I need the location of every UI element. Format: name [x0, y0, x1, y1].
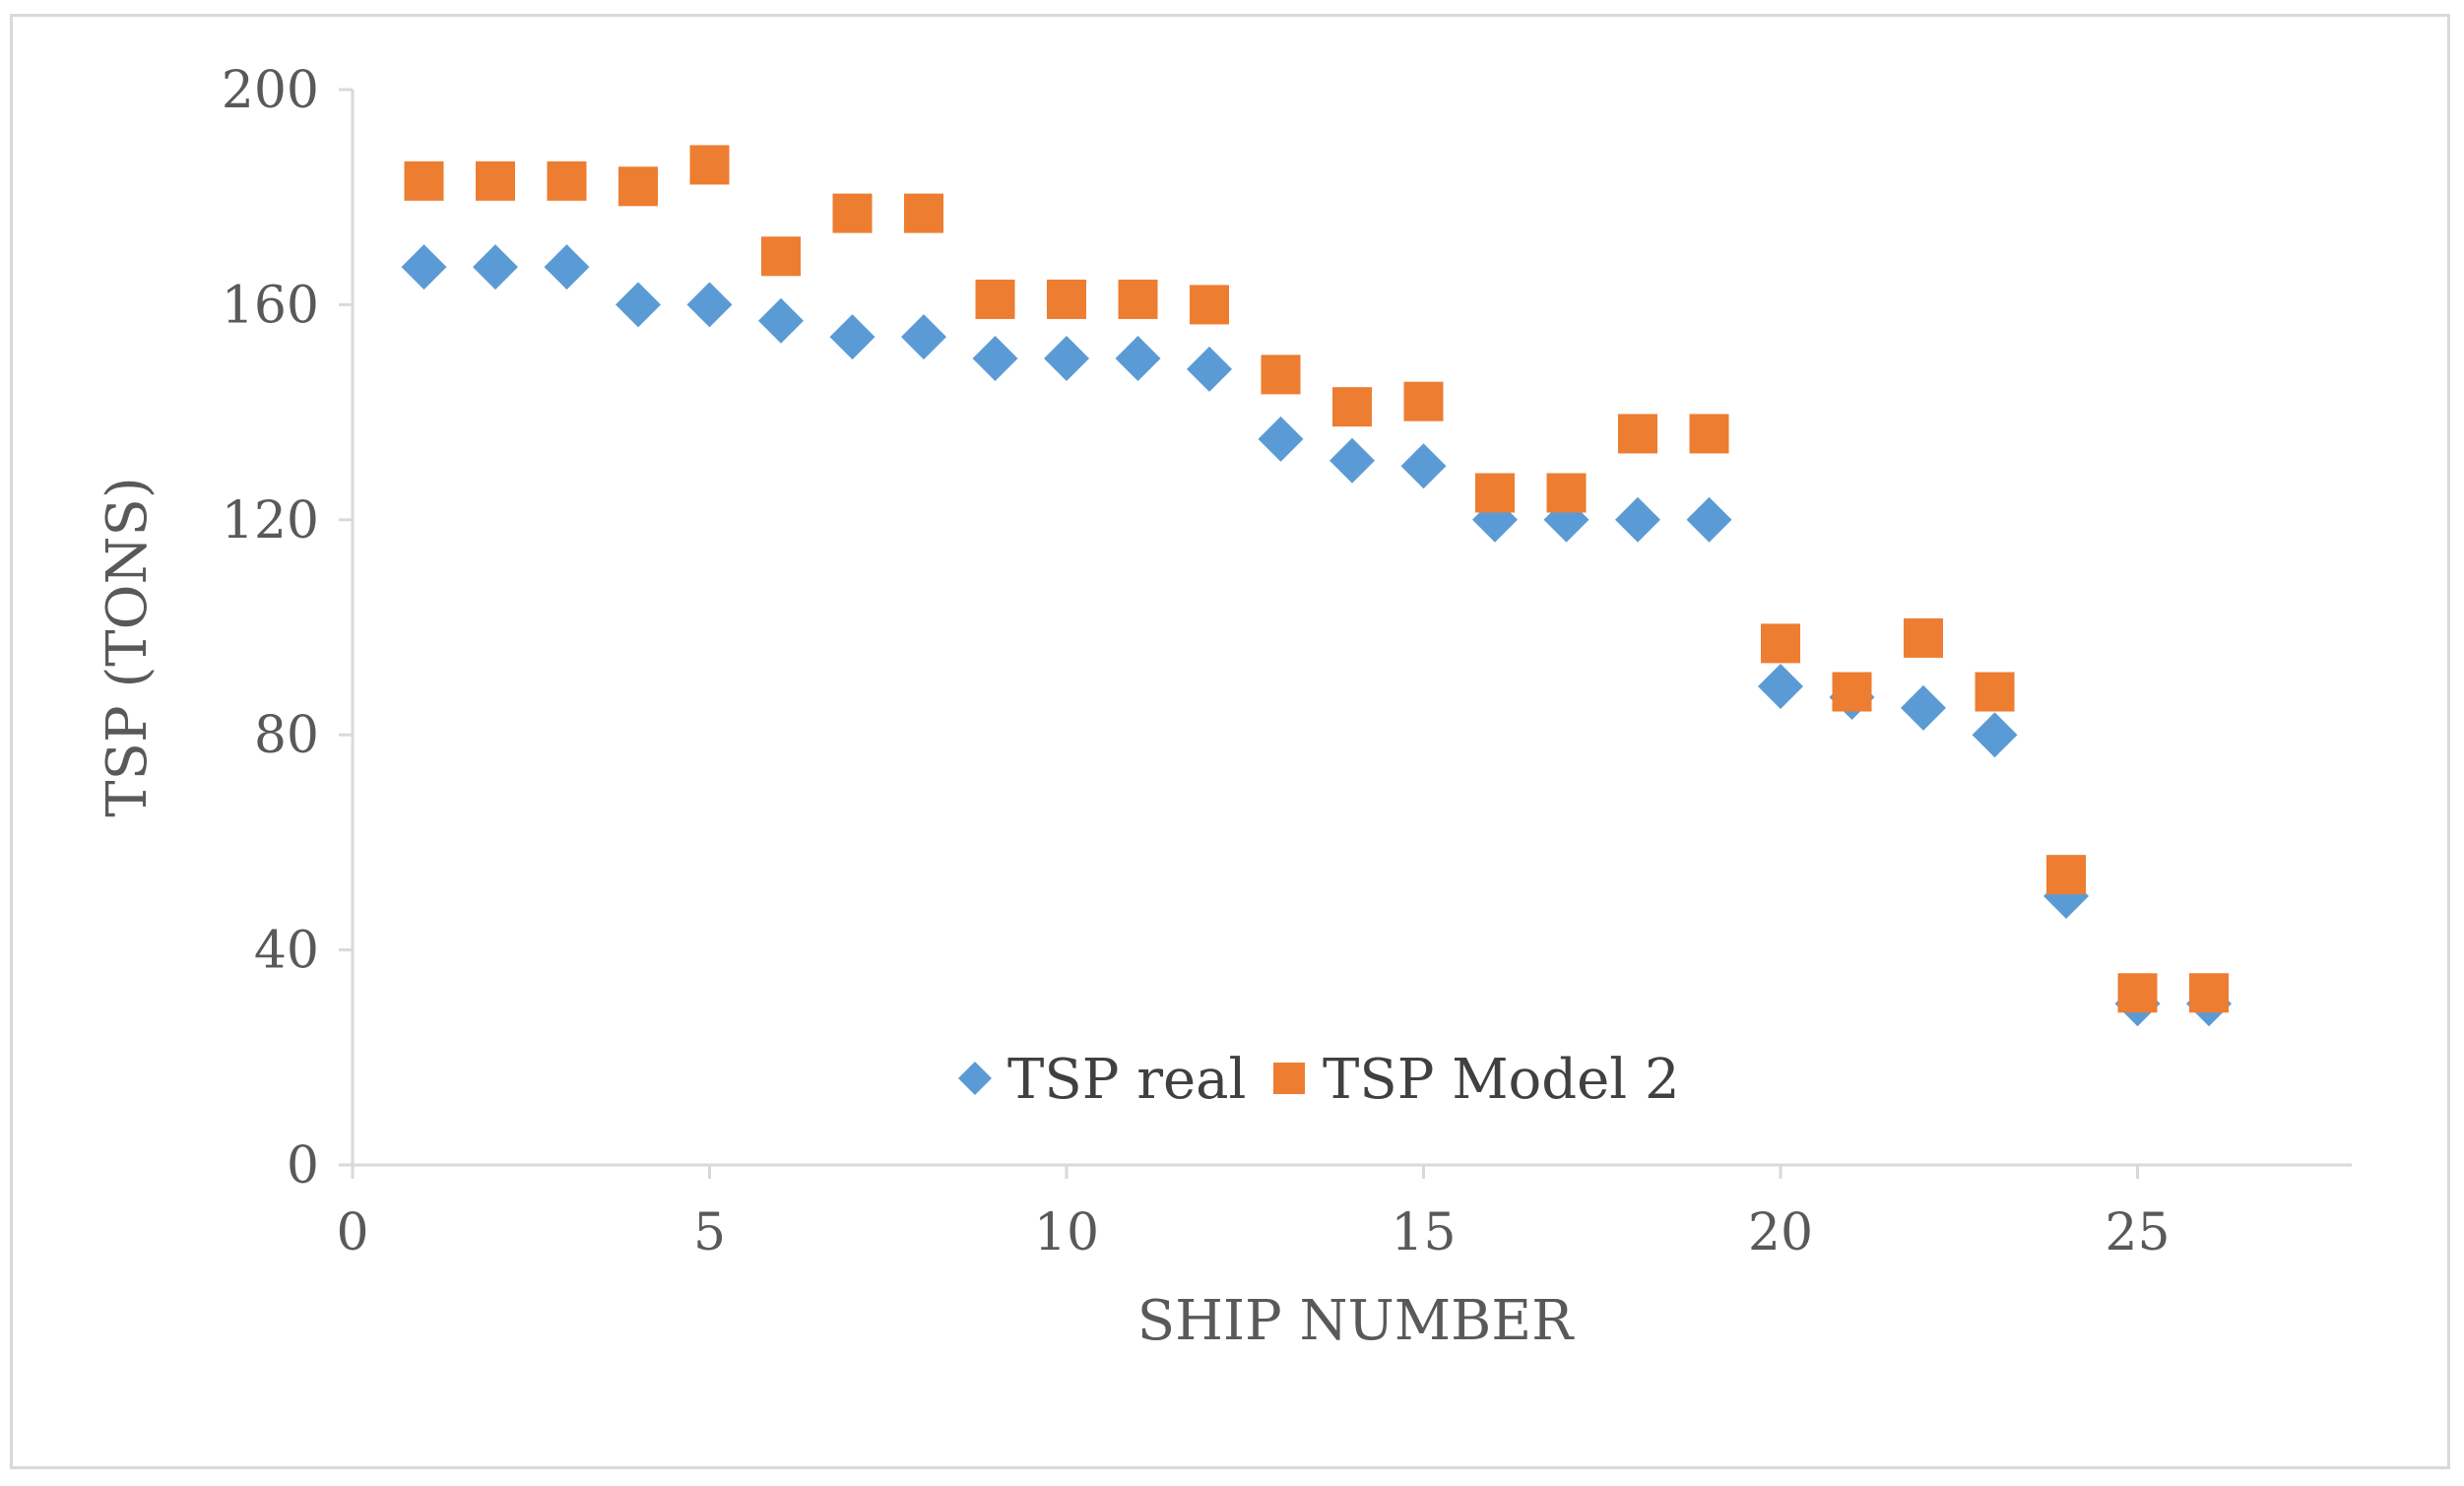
y-tick-label: 80 [254, 706, 319, 765]
data-point-square[interactable] [2189, 973, 2229, 1013]
data-point-square[interactable] [618, 166, 658, 207]
y-tick-label: 120 [222, 491, 319, 550]
data-point-diamond[interactable] [401, 244, 447, 291]
data-point-square[interactable] [476, 161, 515, 201]
x-tick-label: 5 [693, 1203, 726, 1262]
data-point-diamond[interactable] [1615, 496, 1660, 543]
data-point-square[interactable] [1332, 387, 1372, 427]
tick-labels: 0 40 80 120 160 200 0 5 10 15 20 25 [222, 61, 2171, 1262]
data-point-diamond[interactable] [1686, 496, 1732, 543]
data-point-diamond[interactable] [1972, 712, 2018, 758]
y-tick-label: 200 [222, 61, 319, 120]
data-point-square[interactable] [547, 161, 587, 201]
data-point-diamond[interactable] [1400, 443, 1447, 489]
x-tick-label: 20 [1748, 1203, 1813, 1262]
data-point-square[interactable] [975, 279, 1015, 319]
y-tick-label: 40 [254, 922, 319, 981]
data-point-square[interactable] [1689, 414, 1729, 454]
legend-label-tsp-real: TSP real [1007, 1048, 1246, 1112]
legend-marker-tsp-model-2 [1273, 1063, 1305, 1094]
data-point-diamond[interactable] [1758, 664, 1803, 710]
data-point-square[interactable] [1832, 672, 1872, 712]
data-point-square[interactable] [1475, 473, 1515, 513]
data-point-square[interactable] [2046, 855, 2086, 895]
legend[interactable]: TSP real TSP Model 2 [958, 1048, 1680, 1112]
data-point-square[interactable] [904, 193, 943, 233]
data-point-square[interactable] [2117, 973, 2158, 1013]
legend-marker-tsp-real [958, 1062, 992, 1095]
data-point-square[interactable] [1261, 355, 1301, 395]
data-point-diamond[interactable] [829, 314, 875, 360]
data-point-square[interactable] [832, 193, 873, 233]
x-tick-label: 15 [1391, 1203, 1456, 1262]
data-point-square[interactable] [1190, 285, 1229, 325]
data-point-square[interactable] [404, 161, 444, 201]
y-tick-label: 160 [222, 276, 319, 335]
data-point-diamond[interactable] [1901, 684, 1946, 731]
data-point-diamond[interactable] [544, 244, 590, 291]
data-point-square[interactable] [1975, 672, 2015, 712]
chart-frame: 0 40 80 120 160 200 0 5 10 15 20 25 SHIP NUMBER TSP… [10, 14, 2450, 1469]
data-point-diamond[interactable] [616, 282, 661, 328]
data-point-diamond[interactable] [473, 244, 518, 291]
series-tsp-real [401, 244, 2232, 1027]
data-point-square[interactable] [1047, 279, 1086, 319]
data-point-diamond[interactable] [686, 282, 733, 328]
data-point-diamond[interactable] [1115, 336, 1161, 381]
data-point-diamond[interactable] [1329, 437, 1375, 484]
data-point-square[interactable] [1546, 473, 1587, 513]
y-axis-title: TSP (TONS) [96, 477, 160, 817]
data-point-square[interactable] [1403, 381, 1444, 421]
legend-label-tsp-model-2: TSP Model 2 [1323, 1048, 1680, 1112]
data-point-diamond[interactable] [1187, 346, 1232, 392]
data-point-square[interactable] [1618, 414, 1657, 454]
data-point-square[interactable] [1904, 617, 1943, 658]
x-axis-title: SHIP NUMBER [1137, 1289, 1575, 1353]
axes [351, 90, 2352, 1167]
data-series [401, 145, 2232, 1027]
data-point-diamond[interactable] [972, 336, 1018, 381]
data-point-square[interactable] [689, 145, 730, 185]
x-tick-label: 0 [336, 1203, 368, 1262]
data-point-square[interactable] [761, 236, 801, 277]
data-point-diamond[interactable] [1258, 416, 1304, 462]
data-point-diamond[interactable] [758, 297, 804, 344]
data-point-square[interactable] [1118, 279, 1158, 319]
data-point-diamond[interactable] [901, 314, 946, 360]
series-tsp-model-2 [404, 145, 2229, 1013]
data-point-square[interactable] [1761, 623, 1800, 664]
y-tick-label: 0 [287, 1136, 319, 1195]
x-tick-label: 10 [1034, 1203, 1099, 1262]
data-point-diamond[interactable] [1044, 336, 1089, 381]
scatter-chart: 0 40 80 120 160 200 0 5 10 15 20 25 SHIP NUMBER TSP… [96, 61, 2352, 1353]
x-tick-label: 25 [2105, 1203, 2170, 1262]
